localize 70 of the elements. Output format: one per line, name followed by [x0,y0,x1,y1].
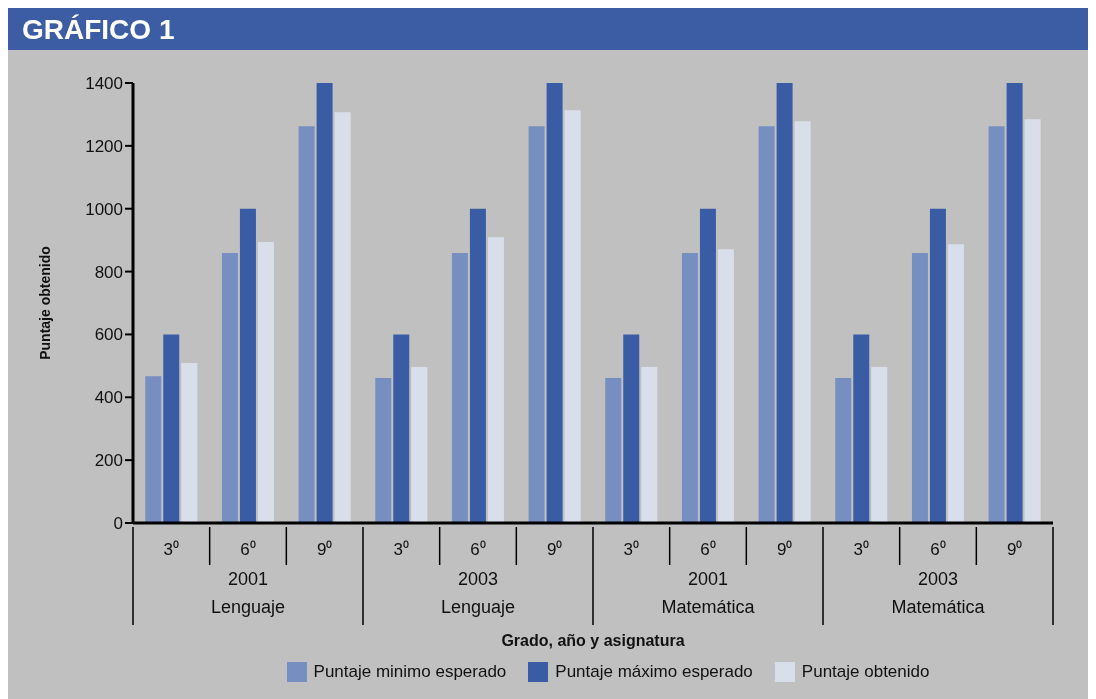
bar [758,126,775,523]
legend-label: Puntaje obtenido [801,662,930,682]
text: 2001 [687,569,729,589]
bar [564,110,581,523]
text: 2003 [917,569,959,589]
x-tick-label: 3⁰ [853,540,870,559]
bar [853,334,870,523]
y-tick-label: 0 [113,514,123,534]
bar [641,367,658,523]
bar [1024,119,1041,523]
text: 2003 [457,569,499,589]
bar [835,378,852,523]
x-tick-label: 6⁰ [700,540,716,559]
bar [163,334,180,523]
y-tick-label: 1400 [85,74,123,94]
bar [717,249,734,523]
bar [393,334,410,523]
bar [776,83,793,523]
bar [623,334,640,523]
bar [469,208,486,523]
legend-label: Puntaje máximo esperado [555,662,753,682]
x-tick-label: 3⁰ [623,540,640,559]
bar [298,126,315,523]
bar [181,363,198,523]
x-axis-title: Grado, año y asignatura [501,632,685,649]
bar [605,378,622,523]
x-tick-label: 3⁰ [163,540,180,559]
y-tick-label: 800 [94,262,123,282]
bar [528,126,545,523]
bar [334,112,351,523]
y-axis-title: Puntaje obtenido [37,246,53,360]
x-tick-label: 3⁰ [393,540,410,559]
chart-title: GRÁFICO 1 [8,8,1088,50]
y-tick-label: 600 [94,325,123,345]
text: 2001 [227,569,269,589]
bar [221,253,238,523]
y-tick-label: 1000 [85,199,123,219]
text: Lenguaje [440,597,516,617]
bar [411,367,428,523]
text: Matemática [891,597,986,617]
y-tick-label: 400 [94,388,123,408]
y-tick-label: 1200 [85,136,123,156]
bar [681,253,698,523]
x-tick-label: 6⁰ [240,540,256,559]
bar [257,242,274,523]
bar [988,126,1005,523]
x-tick-label: 9⁰ [776,540,793,559]
legend-label: Puntaje minimo esperado [313,662,507,682]
bar [1006,83,1023,523]
bar [794,121,811,523]
bar [911,253,928,523]
bar [929,208,946,523]
bar [375,378,392,523]
bar [871,367,888,523]
text: Lenguaje [210,597,286,617]
y-tick-label: 200 [94,451,123,471]
x-tick-label: 6⁰ [930,540,946,559]
text: Matemática [661,597,756,617]
bar [487,237,504,523]
bar [145,376,162,523]
x-tick-label: 6⁰ [470,540,486,559]
bar [947,244,964,523]
bar [699,208,716,523]
x-tick-label: 9⁰ [316,540,333,559]
x-tick-label: 9⁰ [546,540,563,559]
x-tick-label: 9⁰ [1006,540,1023,559]
bar [316,83,333,523]
bar [239,208,256,523]
bar [451,253,468,523]
bar [546,83,563,523]
